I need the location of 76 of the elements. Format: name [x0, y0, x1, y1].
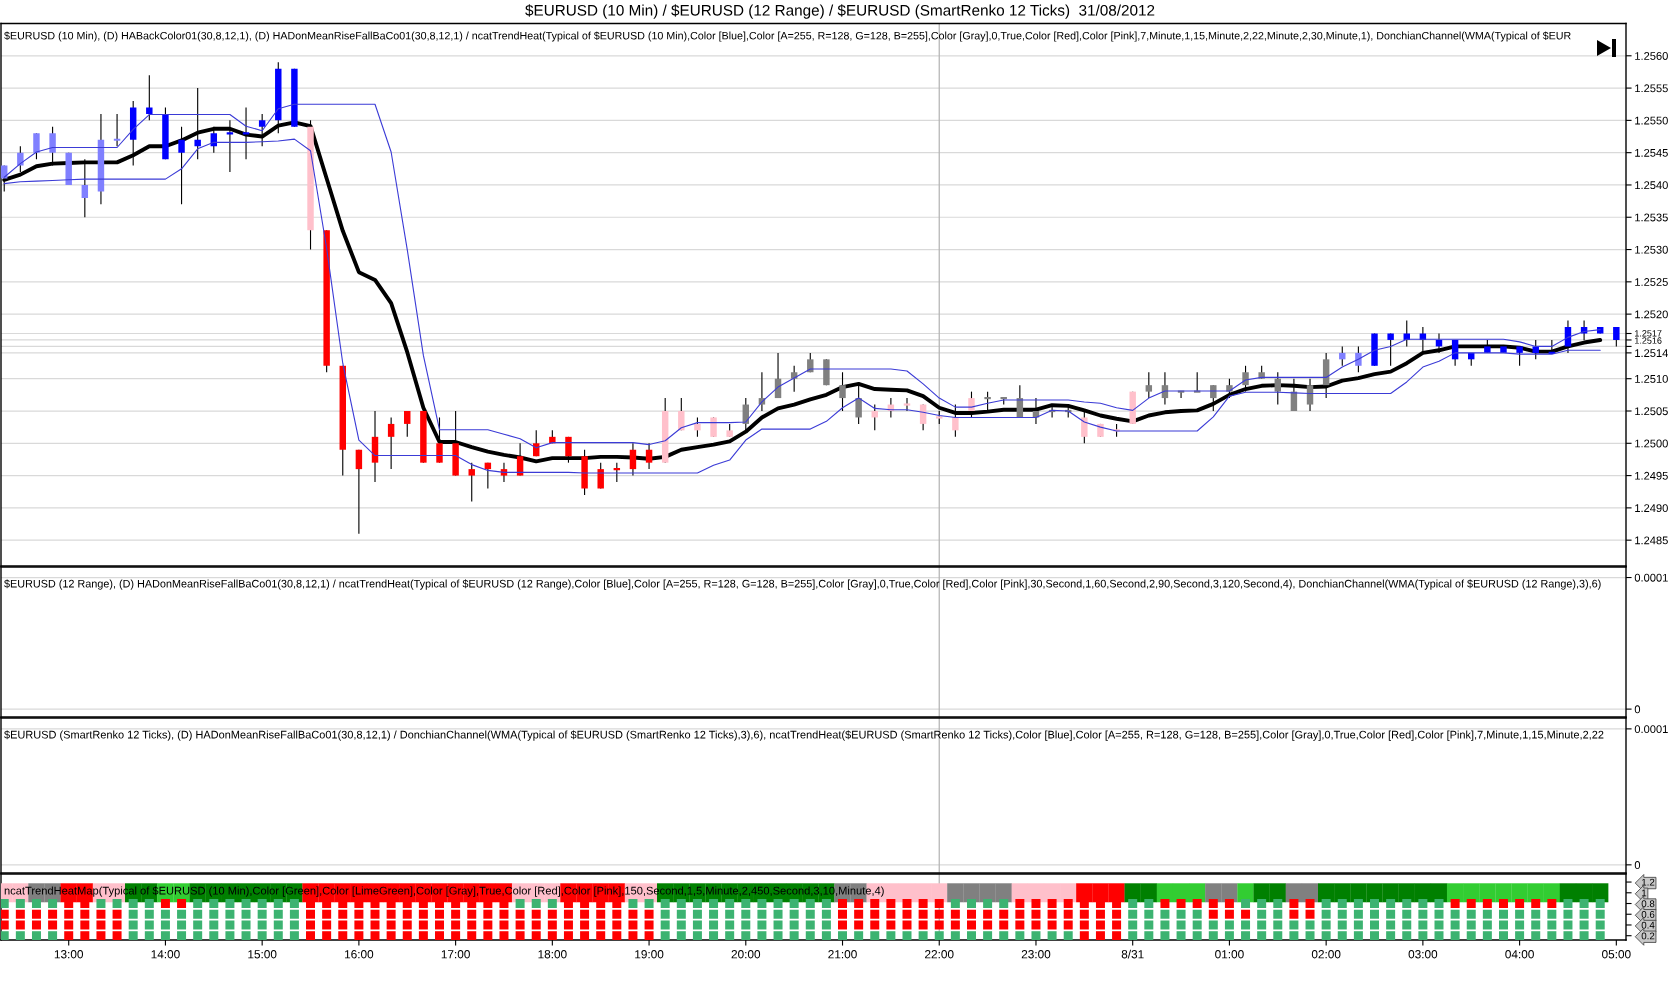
text: $EURUSD (10 Min), (D) HABackColor01(30,8,12,1), (D) HADonMeanRiseFallBaCo01(30,8,12,1) / ncatTrendHeat(Typical of $EURUSD (10 Min),Color [Blue],Color [A=255, R=128, G=128, B=255],Color [Gray],0,True,Color [Red],Color [Pink],7,Minute,1,15,Minute,2,22,Minute,2,30,Minute,1), DonchianChannel(WMA(Typical of $EUR — [4, 31, 1571, 42]
x-tick-label: 18:00 — [538, 950, 567, 959]
x-tick-label: 04:00 — [1505, 950, 1534, 959]
candlestick — [855, 384, 862, 425]
candlestick — [355, 449, 363, 535]
candlestick — [1306, 378, 1314, 412]
candlestick — [1613, 326, 1620, 347]
candlestick — [1387, 332, 1394, 367]
y-tick-label: 1.2530 — [1635, 245, 1668, 254]
y-tick-label: 0 — [1634, 705, 1641, 714]
candlestick — [694, 416, 701, 438]
candlestick — [1242, 365, 1249, 393]
y-tick-label: 1.2535 — [1635, 213, 1668, 222]
x-tick-label: 17:00 — [441, 950, 470, 959]
y-tick-label: 0.2 — [1641, 932, 1655, 940]
candlestick — [49, 126, 56, 167]
y-tick-label: 1.2516 — [1635, 337, 1662, 344]
x-tick-label: 01:00 — [1215, 950, 1244, 959]
y-tick-label: 0 — [1634, 861, 1641, 869]
y-tick-label: 1.2 — [1642, 878, 1655, 886]
x-tick-label: 16:00 — [345, 950, 374, 959]
x-tick-label: 22:00 — [925, 950, 954, 959]
x-tick-label: 13:00 — [54, 950, 84, 959]
candlestick — [1274, 371, 1282, 406]
candlestick — [1516, 345, 1523, 367]
y-tick-label: 0.6 — [1641, 910, 1655, 918]
candlestick — [178, 126, 185, 205]
y-tick-label: 1.2500 — [1635, 439, 1668, 448]
y-tick-label: 0.8 — [1641, 900, 1655, 908]
y-tick-label: 1.2495 — [1635, 471, 1668, 480]
x-tick-label: 19:00 — [635, 950, 664, 959]
x-tick-label: 20:00 — [731, 950, 761, 959]
candlestick — [839, 371, 846, 412]
chart-title: $EURUSD (10 Min) / $EURUSD (12 Range) / $EURUSD (SmartRenko 12 Ticks) 31/08/2012 — [525, 4, 1155, 19]
candlestick — [597, 462, 604, 490]
candlestick — [983, 391, 992, 412]
candlestick — [404, 410, 411, 438]
candlestick — [468, 462, 475, 502]
x-tick-label: 8/31 — [1121, 949, 1144, 959]
candlestick — [387, 416, 395, 470]
x-tick-label: 05:00 — [1602, 950, 1631, 959]
y-tick-label: 1.2514 — [1635, 349, 1668, 358]
y-tick-label: 1.2540 — [1635, 181, 1668, 190]
x-tick-label: 02:00 — [1311, 950, 1341, 959]
candlestick — [1355, 345, 1362, 373]
candlestick — [968, 391, 975, 419]
x-tick-label: 23:00 — [1021, 950, 1051, 959]
y-tick-label: 1.2550 — [1635, 116, 1668, 125]
y-tick-label: 1 — [1642, 889, 1647, 897]
y-tick-label: 1.2485 — [1635, 536, 1668, 545]
candlestick — [1532, 339, 1539, 360]
candlestick — [952, 403, 959, 438]
y-tick-label: 1.2490 — [1635, 504, 1668, 513]
x-tick-label: 15:00 — [248, 950, 277, 959]
text: $EURUSD (12 Range), (D) HADonMeanRiseFallBaCo01(30,8,12,1) / ncatTrendHeat(Typical of $EURUSD (12 Range),Color [Blue],Color [A=255, R=128, G=128, B=255],Color [Gray],0,True,Color [Red],Color [Pink],30,Second,1,60,Second,2,90,Second,3,120,Second,4), DonchianChannel(WMA(Typical of $EURUSD (12 Range),3),6) — [4, 579, 1601, 590]
y-tick-label: 1.2520 — [1635, 310, 1668, 319]
y-tick-label: 1.2517 — [1635, 330, 1662, 337]
y-tick-label: 1.2525 — [1635, 278, 1668, 286]
y-tick-label: 0.4 — [1641, 921, 1655, 929]
x-tick-label: 14:00 — [151, 950, 180, 959]
y-tick-label: 1.2560 — [1635, 52, 1668, 60]
candlestick — [17, 145, 24, 173]
x-tick-label: 03:00 — [1408, 950, 1438, 959]
candlestick — [1081, 410, 1088, 444]
y-tick-label: 1.2545 — [1635, 148, 1668, 157]
candlestick — [33, 132, 40, 160]
text: $EURUSD (SmartRenko 12 Ticks), (D) HADonMeanRiseFallBaCo01(30,8,12,1) / DonchianChannel(WMA(Typical of $EURUSD (SmartRenko 12 Ticks),3),6), ncatTrendHeat($EURUSD (SmartRenko 12 Ticks),Color [Blue],Color [A=255, R=128, G=128, B=255],Color [Gray],0,True,Color [Red],Color [Pink],7,Minute,1,15,Minute,2,22 — [4, 730, 1604, 741]
y-tick-label: 1.2505 — [1635, 407, 1668, 416]
x-tick-label: 21:00 — [828, 950, 857, 959]
candlestick — [1145, 371, 1153, 399]
y-tick-label: 0.0001 — [1634, 725, 1668, 734]
y-tick-label: 0.0001 — [1634, 573, 1668, 582]
candlestick — [146, 74, 153, 121]
y-tick-label: 1.2510 — [1635, 374, 1668, 383]
y-tick-label: 1.2555 — [1635, 84, 1668, 93]
candlestick — [81, 158, 89, 218]
